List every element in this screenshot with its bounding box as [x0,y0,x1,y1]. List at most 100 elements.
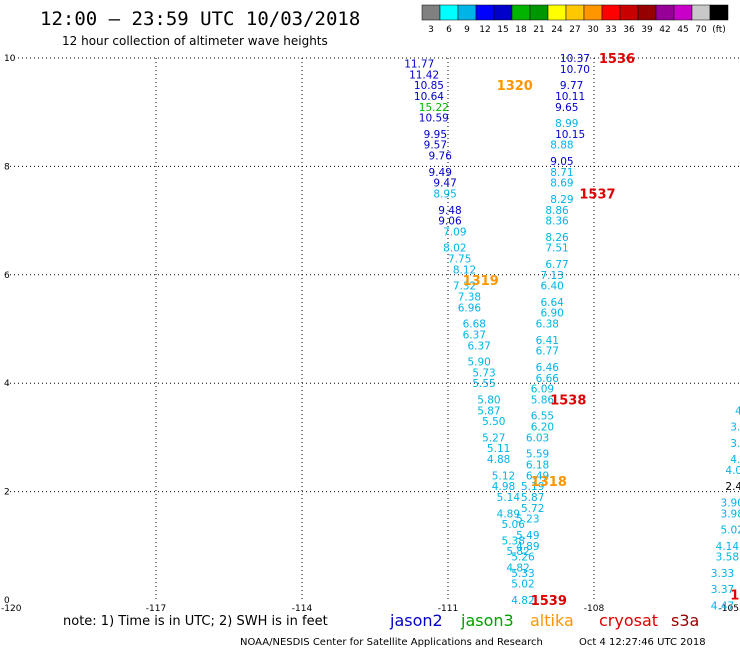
legend-jason3: jason3 [460,611,514,630]
colorbar-label: 30 [587,25,599,35]
wave-height-label: 6.77 [545,259,568,271]
wave-height-label: 5.26 [511,552,535,564]
wave-height-label: 6.09 [531,384,554,396]
y-tick-label: 8 [4,162,10,172]
colorbar-label: 27 [569,25,580,35]
colorbar-swatch [583,4,603,21]
wave-height-label: 5.55 [472,378,495,390]
colorbar-swatch [709,4,729,21]
wave-height-label: 3.6 [730,422,740,434]
credit-text: NOAA/NESDIS Center for Satellite Applica… [240,637,543,648]
wave-height-label: 9.76 [429,151,453,163]
wave-height-label: 4.82 [511,595,534,607]
wave-height-label: 4.82 [506,562,529,574]
wave-height-label: 5.87 [477,405,500,417]
wave-height-label: 3.90 [721,497,740,509]
wave-height-label: 4.88 [487,454,510,466]
time-labels: 1320 1319 1318 1536 1537 1538 1539 1 [463,52,740,609]
colorbar-swatch [421,4,441,21]
wave-height-label: 6.77 [536,346,559,358]
colorbar-label: 3 [428,25,434,35]
wave-height-label: 5.90 [467,357,490,369]
wave-height-label: 7.13 [540,270,563,282]
wave-height-label: 6.20 [531,422,554,434]
y-tick-label: 2 [4,488,10,498]
wave-height-label: 9.05 [550,156,573,168]
wave-height-label: 4.47 [711,600,734,612]
colorbar-label: 33 [605,25,616,35]
y-tick-label: 10 [4,54,16,64]
wave-height-label: 8.71 [550,167,573,179]
colorbar-swatch [673,4,693,21]
colorbar-swatch [547,4,567,21]
colorbar-label: 39 [641,25,653,35]
wave-height-label: 8.88 [550,140,573,152]
wave-height-label: 6.96 [458,302,482,314]
pass-time-label: 1320 [497,79,533,94]
wave-height-label: 4.00 [725,465,740,477]
colorbar-label: 45 [677,25,688,35]
legend-cryosat: cryosat [599,611,658,630]
wave-height-label: 10.59 [419,113,449,125]
wave-height-label: 5.80 [477,394,500,406]
wave-height-label: 8.29 [550,194,573,206]
wave-height-label: 9.65 [555,102,578,114]
colorbar-swatch [601,4,621,21]
wave-height-label: 3.58 [716,552,739,564]
wave-height-label: 8.02 [443,243,466,255]
wave-height-label: 10.11 [555,91,585,103]
colorbar-label: 42 [659,25,670,35]
wave-height-label: 3.37 [711,584,734,596]
wave-height-label: 5.27 [482,432,505,444]
wave-height-label: 9.95 [424,129,447,141]
colorbar-label: 24 [551,25,563,35]
grid [10,57,740,600]
wave-height-label: 6.49 [526,470,549,482]
x-tick-label: -105 [719,604,739,614]
axis-ticks: -120 -117 -114 -111 -108 -105 0 2 4 6 8 10 [1,54,739,614]
colorbar-label: 18 [515,25,527,35]
colorbar-swatch [619,4,639,21]
wave-height-label: 10.70 [560,64,590,76]
chart-subtitle: 12 hour collection of altimeter wave hei… [62,34,328,48]
colorbar-swatch [493,4,513,21]
wave-height-label: 5.59 [526,449,549,461]
wave-height-label: 10.85 [414,80,444,92]
wave-height-label: 2.41 [725,481,740,493]
x-tick-label: -120 [1,604,22,614]
x-tick-label: -114 [292,604,313,614]
wave-height-label: 10.64 [414,91,444,103]
colorbar-swatch [637,4,657,21]
pass-time-label: 1537 [579,188,615,203]
wave-height-label: 6.64 [540,297,564,309]
wave-height-label: 10.37 [560,53,590,65]
colorbar: 3 6 9 12 15 18 21 24 27 30 33 36 39 42 45 70 (ft) [421,4,729,35]
colorbar-label: (ft) [712,25,726,35]
wave-height-label: 9.47 [433,178,456,190]
colorbar-label: 6 [446,25,452,35]
wave-height-label: 4.89 [497,508,520,520]
wave-height-label: 3.33 [711,568,734,580]
colorbar-swatch [691,4,711,21]
wave-height-label: 8.26 [545,232,569,244]
wave-height-label: 8.99 [555,118,578,130]
colorbar-label: 21 [533,25,544,35]
timestamp-text: Oct 4 12:27:46 UTC 2018 [579,637,706,648]
wave-height-label: 4.98 [492,481,515,493]
wave-height-label: 7.32 [453,281,476,293]
wave-height-label: 9.06 [438,216,462,228]
wave-height-label: 6.03 [526,432,549,444]
wave-height-label: 6.37 [463,329,486,341]
x-tick-label: -117 [146,604,166,614]
wave-height-label: 5.86 [531,394,555,406]
chart-title: 12:00 — 23:59 UTC 10/03/2018 [40,8,360,30]
wave-height-label: 4.40 [730,454,740,466]
wave-height-label: 7.09 [443,226,466,238]
wave-height-label: 6.46 [536,362,560,374]
pass-time-label: 1 [730,589,739,604]
wave-height-label: 5.49 [516,530,539,542]
wave-height-label: 4 [735,405,740,417]
wave-height-label: 5.11 [487,443,510,455]
wave-height-label: 3.98 [721,508,740,520]
wave-height-label: 5.23 [516,514,539,526]
